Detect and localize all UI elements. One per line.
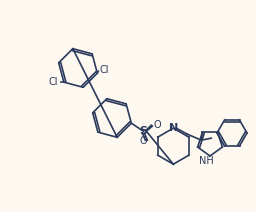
Text: NH: NH	[199, 156, 213, 166]
Text: Cl: Cl	[48, 77, 58, 87]
Text: O: O	[153, 120, 161, 130]
Text: N: N	[169, 123, 178, 133]
Text: S: S	[139, 126, 147, 136]
Text: O: O	[140, 136, 147, 146]
Text: Cl: Cl	[99, 65, 109, 75]
